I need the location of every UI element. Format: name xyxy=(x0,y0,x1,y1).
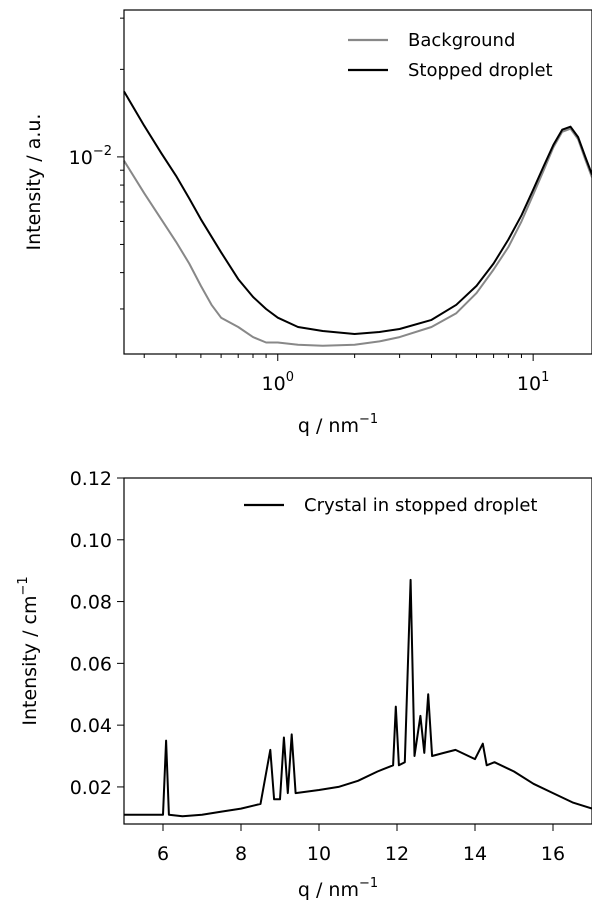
x-axis-label: q / nm−1 xyxy=(298,412,378,437)
x-tick-label: 12 xyxy=(385,843,409,865)
x-tick-label: 8 xyxy=(235,843,247,865)
y-axis-label: Intensity / a.u. xyxy=(23,114,45,251)
series-line-1 xyxy=(123,127,592,347)
x-axis-label: q / nm−1 xyxy=(298,876,378,901)
x-tick-label: 10 xyxy=(307,843,331,865)
legend-label: Crystal in stopped droplet xyxy=(304,495,537,516)
x-tick-label: 6 xyxy=(157,843,169,865)
chart-2: 6 8 10 12 14 16 0.02 0.04 0.06 0.08 0.10 0.12 q / nm… xyxy=(16,468,592,901)
y-axis-label: Intensity / cm−1 xyxy=(16,576,41,725)
charts-layer: 100 101 10−2 q / nm−1 Intensity / a.u. Backgr… xyxy=(16,9,592,901)
x-tick-label: 100 xyxy=(262,370,294,395)
y-tick-label: 0.02 xyxy=(70,777,112,799)
y-tick-label: 0.10 xyxy=(70,530,112,552)
plot-frame xyxy=(123,477,592,825)
x-tick-label: 14 xyxy=(463,843,487,865)
series-line-2 xyxy=(123,90,592,335)
y-tick-label: 0.06 xyxy=(70,653,112,675)
series-line-1 xyxy=(124,578,592,818)
y-tick-label: 10−2 xyxy=(69,144,112,169)
chart-1: 100 101 10−2 q / nm−1 Intensity / a.u. Backgr… xyxy=(23,9,592,437)
y-tick-label: 0.04 xyxy=(70,715,112,737)
legend-label: Background xyxy=(408,30,515,51)
y-tick-label: 0.08 xyxy=(70,592,112,614)
plot-frame xyxy=(123,9,592,355)
x-tick-label: 16 xyxy=(541,843,565,865)
legend-label: Stopped droplet xyxy=(408,60,553,81)
y-tick-label: 0.12 xyxy=(70,468,112,490)
x-tick-label: 101 xyxy=(517,370,549,395)
